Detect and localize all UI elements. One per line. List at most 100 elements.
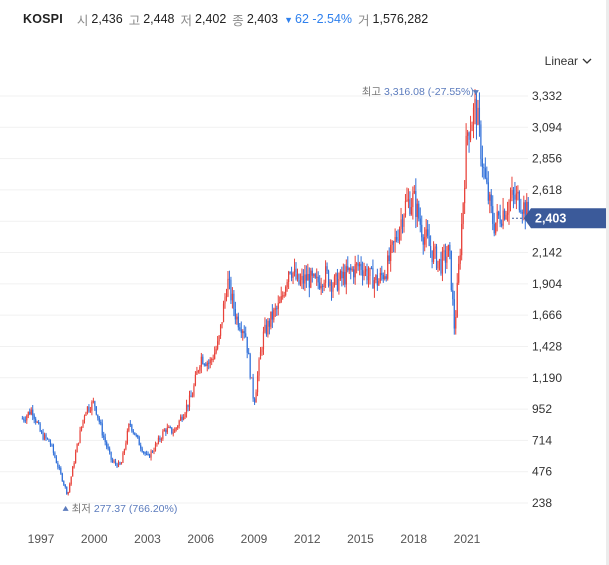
candle-body: [493, 223, 495, 234]
candle-body: [95, 406, 97, 415]
candle-body: [193, 385, 195, 396]
candle-body: [509, 197, 512, 202]
candle-body: [239, 327, 241, 330]
low-annotation: 최저 277.37 (766.20%): [72, 503, 178, 515]
y-tick-label: 2,142: [532, 246, 562, 260]
candle-body: [156, 443, 158, 445]
candle-body: [48, 438, 50, 442]
candle-body: [339, 270, 341, 280]
candle-body: [472, 107, 475, 125]
candle-body: [350, 267, 352, 271]
y-tick-label: 1,428: [532, 339, 562, 353]
candle-body: [166, 427, 168, 433]
candle-body: [335, 273, 337, 277]
candle-body: [415, 190, 417, 217]
candle-body: [480, 124, 482, 159]
candle-body: [123, 449, 126, 453]
candle-body: [205, 364, 207, 366]
candle-body: [455, 317, 457, 329]
candle-body: [69, 484, 71, 492]
candle-body: [427, 229, 429, 236]
candle-body: [60, 467, 62, 474]
candle-body: [43, 434, 46, 440]
change-points: 62: [295, 12, 309, 26]
candle-body: [218, 335, 220, 342]
candle-body: [376, 275, 378, 286]
x-tick-label: 2000: [81, 532, 108, 546]
candle-body: [251, 377, 253, 379]
candle-body: [490, 194, 492, 207]
candle-body: [360, 263, 362, 270]
candle-body: [391, 241, 393, 245]
candle-body: [162, 431, 164, 439]
candle-body: [370, 267, 373, 269]
open-value: 2,436: [91, 12, 123, 26]
candle-body: [382, 275, 384, 280]
candle-body: [336, 273, 339, 291]
open-label: 시: [76, 13, 89, 28]
candle-body: [144, 452, 146, 454]
candle-body: [393, 241, 395, 243]
chevron-down-icon: [582, 58, 592, 64]
candle-body: [486, 177, 488, 183]
y-tick-label: 2,618: [532, 183, 562, 197]
candle-body: [293, 268, 296, 273]
candle-body: [487, 182, 489, 201]
candle-body: [288, 271, 290, 283]
candle-body: [197, 370, 199, 372]
candle-body: [313, 274, 315, 276]
candle-body: [77, 442, 80, 444]
candle-body: [295, 268, 297, 280]
candle-body: [292, 272, 294, 278]
candle-body: [191, 395, 194, 398]
candle-body: [174, 429, 176, 433]
candle-body: [327, 270, 330, 286]
candle-body: [381, 272, 383, 276]
candle-body: [64, 484, 66, 487]
x-tick-label: 2012: [294, 532, 321, 546]
x-tick-label: 2018: [400, 532, 427, 546]
candle-body: [217, 341, 219, 349]
candle-body: [373, 280, 376, 289]
volume-value: 1,576,282: [372, 12, 429, 26]
candle-body: [363, 271, 365, 276]
annotations: 최고 3,316.08 (-27.55%) 최저 277.37 (766.20%)…: [62, 86, 606, 515]
candle-body: [495, 222, 497, 234]
candle-body: [180, 416, 182, 421]
candle-body: [307, 274, 309, 281]
candle-body: [200, 356, 202, 367]
y-tick-label: 1,666: [532, 308, 562, 322]
volume-label: 거: [358, 13, 370, 28]
candle-body: [524, 202, 526, 220]
candle-body: [245, 333, 247, 337]
candles: [21, 89, 529, 496]
candle-body: [526, 201, 528, 220]
scale-toggle[interactable]: Linear: [545, 54, 592, 68]
candle-body: [212, 358, 214, 360]
x-tick-label: 2021: [454, 532, 481, 546]
candle-body: [450, 250, 452, 291]
candle-body: [372, 267, 374, 289]
candle-body: [234, 308, 236, 320]
candle-body: [101, 423, 103, 436]
candle-body: [45, 434, 47, 439]
candle-body: [447, 244, 449, 257]
candle-body: [110, 451, 112, 460]
candle-body: [518, 191, 520, 211]
candle-body: [398, 228, 401, 241]
candle-body: [178, 420, 180, 427]
y-tick-label: 714: [532, 433, 552, 447]
candle-body: [379, 272, 381, 282]
candle-body: [273, 309, 275, 320]
candle-body: [29, 411, 31, 415]
candle-body: [184, 413, 186, 417]
candle-body: [400, 219, 402, 229]
candle-body: [395, 237, 398, 240]
candle-body: [181, 416, 183, 420]
candle-body: [70, 476, 72, 485]
high-annotation-prefix: 최고: [362, 86, 384, 98]
candle-body: [111, 459, 114, 462]
candle-body: [131, 424, 133, 431]
candle-body: [452, 290, 454, 300]
